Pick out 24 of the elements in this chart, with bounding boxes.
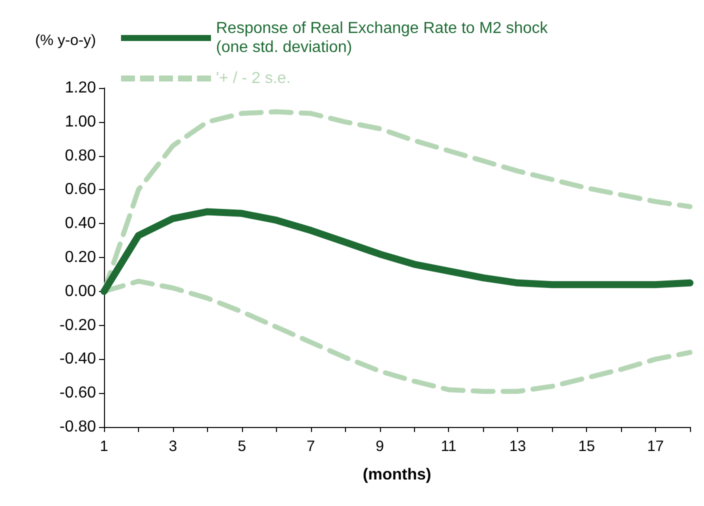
y-tick-label: 1.20 — [64, 80, 96, 96]
y-tick-label: 0.20 — [64, 249, 96, 266]
x-tick-label: 9 — [376, 438, 384, 455]
x-tick-label: 13 — [509, 438, 526, 455]
x-tick-label: 1 — [100, 438, 108, 455]
x-axis-title: (months) — [362, 466, 432, 484]
legend-label: '+ / - 2 s.e. — [216, 70, 291, 87]
x-tick-label: 11 — [440, 438, 456, 455]
y-tick-label: 1.00 — [64, 113, 96, 130]
y-tick-label: -0.20 — [60, 316, 96, 334]
x-tick-label: 3 — [168, 438, 178, 455]
x-tick-label: 5 — [238, 438, 246, 455]
legend-label: Response of Real Exchange Rate to M2 shock (one std. deviation) — [216, 20, 549, 56]
y-tick-label: -0.60 — [60, 384, 96, 402]
y-tick-label: 0.40 — [64, 215, 96, 232]
x-tick-label: 17 — [647, 438, 664, 455]
y-tick-label: 0.80 — [64, 147, 96, 164]
y-axis-title: (% y-o-y) — [35, 32, 96, 49]
y-tick-label: -0.40 — [60, 350, 96, 368]
x-tick-label: 15 — [578, 438, 595, 455]
y-tick-label: 0.00 — [64, 282, 96, 300]
x-tick-label: 7 — [306, 438, 315, 455]
y-tick-label: -0.80 — [60, 418, 96, 436]
y-tick-label: 0.60 — [64, 181, 96, 198]
